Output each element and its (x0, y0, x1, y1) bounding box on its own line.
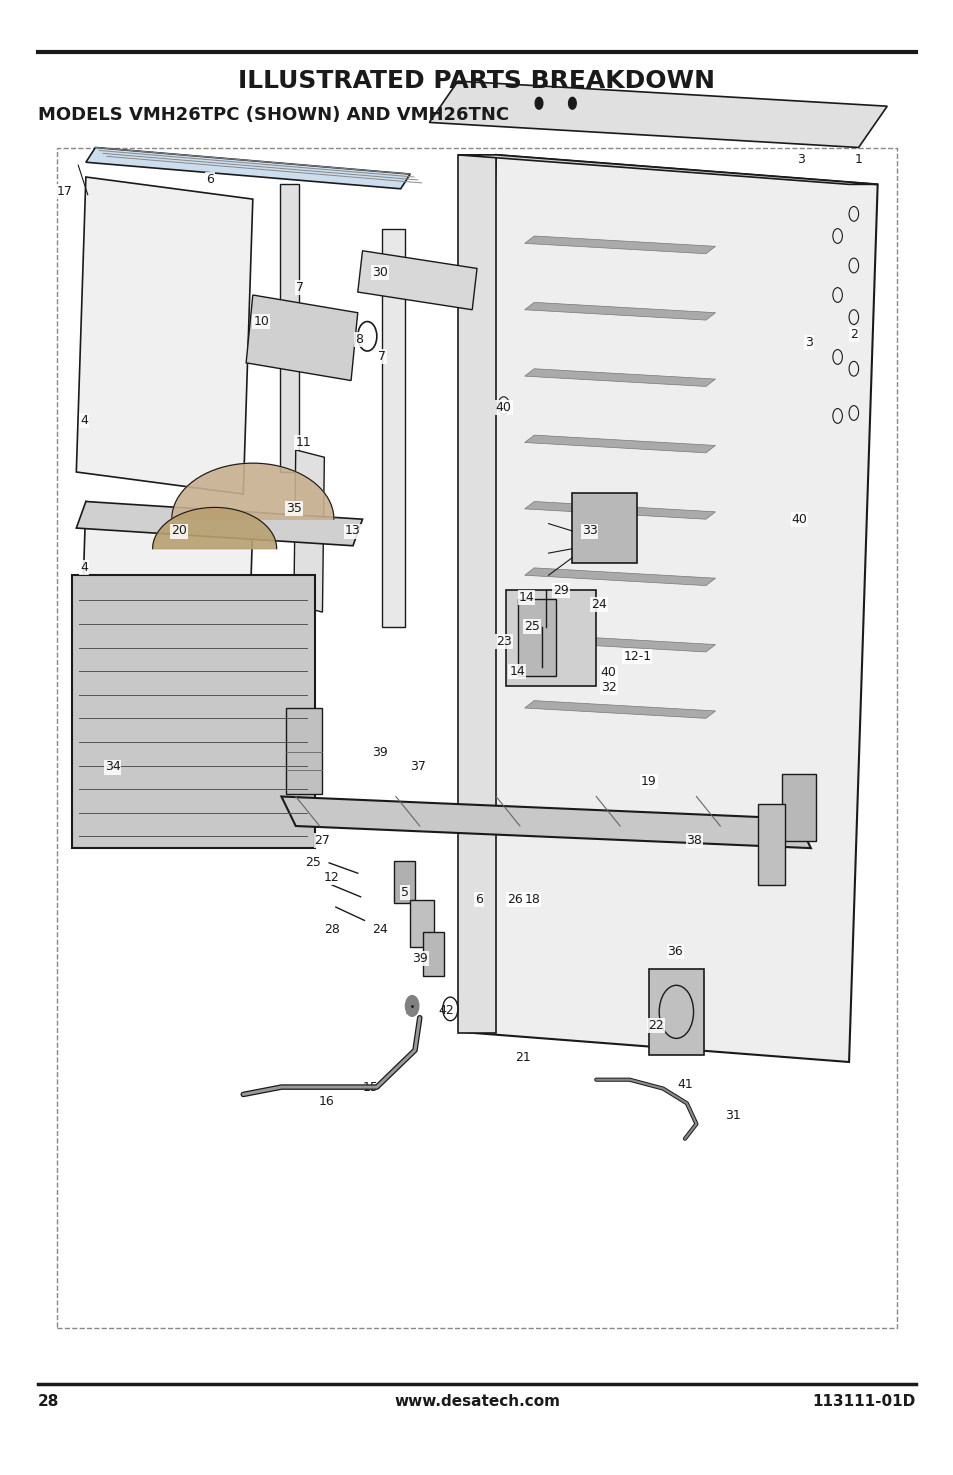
Text: 18: 18 (524, 894, 539, 906)
Text: 17: 17 (57, 186, 72, 198)
Text: MODELS VMH26TPC (SHOWN) AND VMH26TNC: MODELS VMH26TPC (SHOWN) AND VMH26TNC (38, 106, 509, 124)
Text: 4: 4 (80, 562, 88, 574)
Text: 13: 13 (345, 525, 360, 537)
Bar (648, 969, 703, 1055)
Text: 14: 14 (509, 665, 524, 677)
Text: 16: 16 (318, 1096, 334, 1108)
Text: 26: 26 (507, 894, 522, 906)
Circle shape (535, 97, 542, 109)
Polygon shape (524, 369, 715, 386)
Polygon shape (457, 155, 496, 1032)
Polygon shape (524, 568, 715, 586)
Text: 7: 7 (295, 282, 303, 294)
Text: 30: 30 (372, 267, 387, 279)
Bar (781, 774, 815, 841)
Text: 40: 40 (600, 667, 616, 678)
Text: 4: 4 (80, 414, 88, 426)
Text: www.desatech.com: www.desatech.com (394, 1394, 559, 1409)
Text: 39: 39 (412, 953, 427, 965)
Polygon shape (76, 502, 253, 819)
Polygon shape (524, 502, 715, 519)
Text: 25: 25 (524, 621, 539, 633)
Text: 20: 20 (172, 525, 187, 537)
Text: 23: 23 (496, 636, 511, 648)
Bar (381, 229, 405, 627)
Text: 36: 36 (667, 945, 682, 957)
Polygon shape (524, 236, 715, 254)
Text: 12-1: 12-1 (622, 650, 651, 662)
Polygon shape (457, 155, 877, 184)
Polygon shape (524, 701, 715, 718)
Circle shape (568, 97, 576, 109)
Text: 7: 7 (377, 351, 385, 363)
Bar (410, 900, 434, 947)
Polygon shape (524, 435, 715, 453)
Text: 35: 35 (286, 503, 301, 515)
Text: 3: 3 (804, 336, 812, 348)
Polygon shape (429, 81, 886, 148)
Text: 6: 6 (475, 894, 482, 906)
Text: 25: 25 (305, 857, 320, 869)
Text: 21: 21 (515, 1052, 530, 1063)
Text: 24: 24 (591, 599, 606, 611)
Polygon shape (467, 155, 877, 1062)
Polygon shape (246, 295, 357, 381)
Text: 34: 34 (105, 761, 120, 773)
Text: 12: 12 (324, 872, 339, 884)
Text: 38: 38 (686, 835, 701, 847)
Text: 40: 40 (791, 513, 806, 525)
Polygon shape (524, 302, 715, 320)
Text: 27: 27 (314, 835, 330, 847)
Text: 28: 28 (324, 923, 339, 935)
Text: 15: 15 (362, 1081, 377, 1093)
Text: 29: 29 (553, 584, 568, 596)
Text: 3: 3 (797, 153, 804, 165)
Text: 33: 33 (581, 525, 597, 537)
Text: 1: 1 (854, 153, 862, 165)
Polygon shape (294, 450, 324, 612)
Polygon shape (357, 251, 476, 310)
Text: 32: 32 (600, 681, 616, 693)
Polygon shape (86, 148, 410, 189)
Circle shape (405, 996, 418, 1016)
Bar (279, 184, 298, 472)
Bar (517, 599, 556, 676)
Text: 2: 2 (849, 329, 857, 341)
Text: 24: 24 (372, 923, 387, 935)
Bar (286, 708, 322, 794)
Text: 31: 31 (724, 1109, 740, 1121)
Text: 8: 8 (355, 333, 362, 345)
Bar (394, 861, 415, 903)
Text: ILLUSTRATED PARTS BREAKDOWN: ILLUSTRATED PARTS BREAKDOWN (238, 69, 715, 93)
Text: 14: 14 (518, 591, 534, 603)
Text: 19: 19 (640, 776, 656, 788)
Text: 40: 40 (496, 401, 511, 413)
Polygon shape (524, 634, 715, 652)
Bar (572, 493, 637, 563)
Bar (758, 804, 784, 885)
Text: 41: 41 (677, 1078, 692, 1090)
Text: 11: 11 (295, 437, 311, 448)
Polygon shape (152, 507, 276, 549)
Polygon shape (172, 463, 334, 519)
Polygon shape (281, 796, 810, 848)
Text: 28: 28 (38, 1394, 59, 1409)
Polygon shape (76, 502, 362, 546)
Text: 5: 5 (401, 886, 409, 898)
Text: 22: 22 (648, 1019, 663, 1031)
Bar (422, 932, 443, 976)
Text: 37: 37 (410, 761, 425, 773)
Bar (57, 148, 896, 1328)
Text: 6: 6 (206, 174, 213, 186)
Bar (505, 590, 596, 686)
Text: 9: 9 (404, 1004, 412, 1016)
Polygon shape (76, 177, 253, 494)
Text: 39: 39 (372, 746, 387, 758)
Text: 10: 10 (253, 316, 269, 327)
Bar (71, 575, 314, 848)
Text: 42: 42 (438, 1004, 454, 1016)
Text: 113111-01D: 113111-01D (812, 1394, 915, 1409)
